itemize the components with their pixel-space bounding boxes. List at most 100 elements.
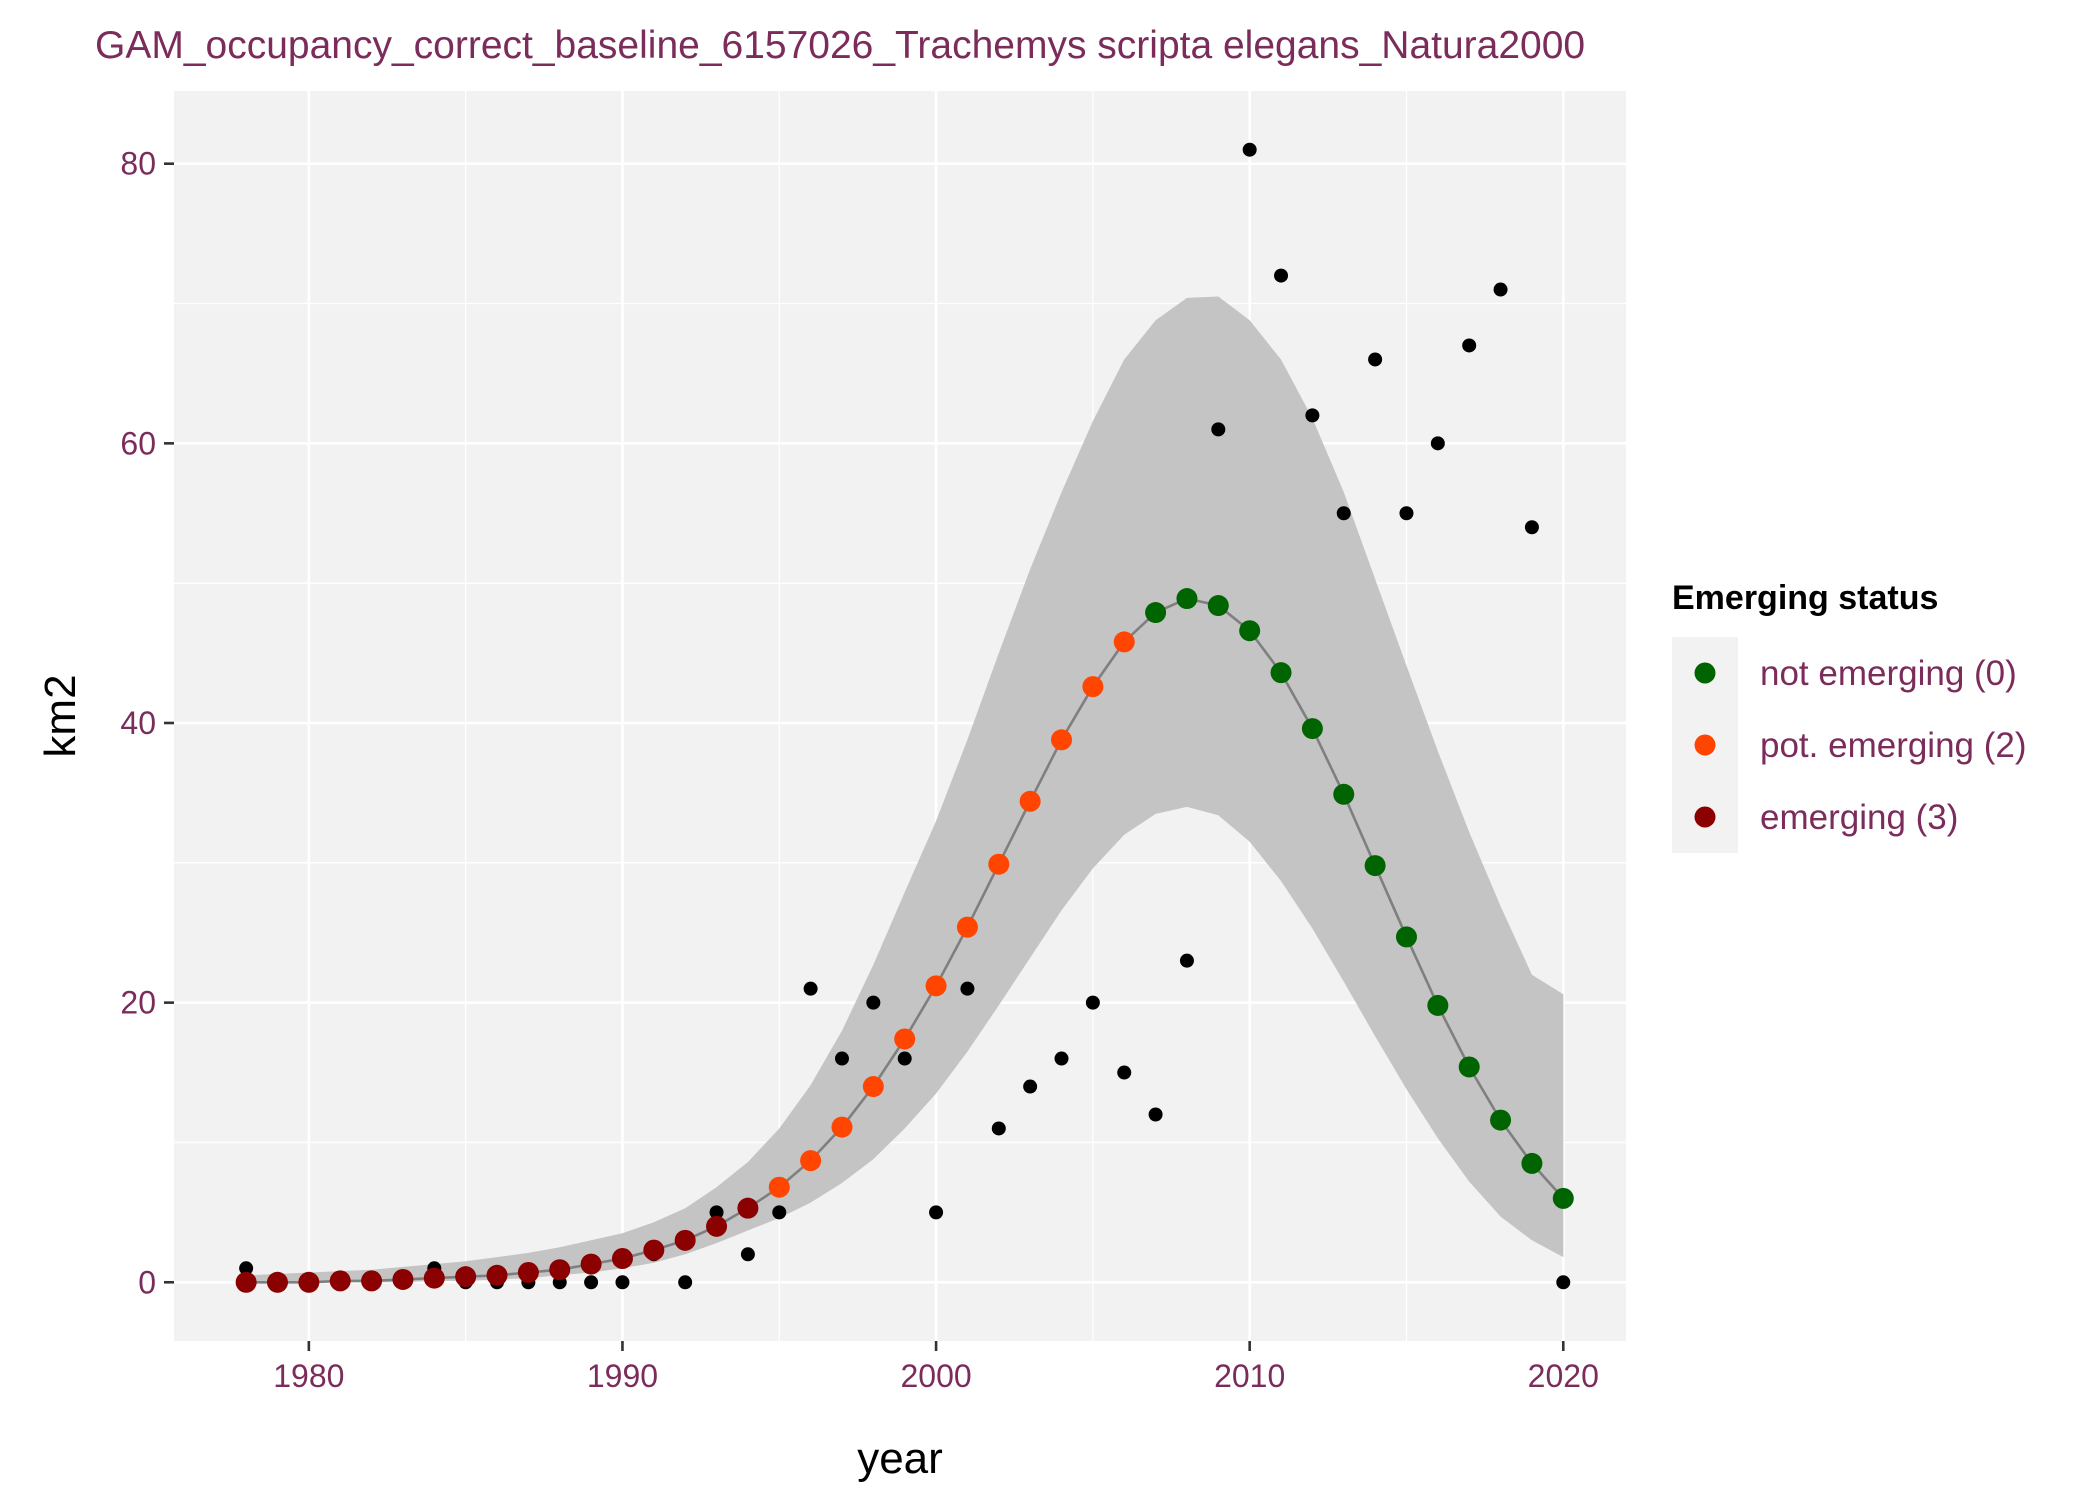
fitted-point bbox=[925, 975, 947, 997]
fitted-point bbox=[1333, 783, 1355, 805]
y-tick-label: 20 bbox=[120, 985, 156, 1021]
x-axis-title: year bbox=[857, 1434, 943, 1483]
fitted-point bbox=[1145, 602, 1167, 624]
fitted-point bbox=[329, 1270, 351, 1292]
legend-key bbox=[1694, 806, 1716, 828]
fitted-point bbox=[235, 1271, 257, 1293]
legend-label: emerging (3) bbox=[1760, 798, 1958, 837]
fitted-point bbox=[1176, 588, 1198, 610]
x-tick-label: 2000 bbox=[900, 1358, 971, 1394]
legend-entries: not emerging (0) pot. emerging (2) emergin… bbox=[1694, 654, 2027, 837]
fitted-point bbox=[1427, 994, 1449, 1016]
fitted-point bbox=[862, 1076, 884, 1098]
y-axis-title: km2 bbox=[36, 674, 85, 757]
axis-ticks-layer: 1980 1990 2000 2010 2020 0 20 40 60 80 bbox=[120, 146, 1598, 1394]
fitted-point bbox=[894, 1028, 916, 1050]
legend-key bbox=[1694, 734, 1716, 756]
observed-point bbox=[1368, 352, 1383, 367]
observed-point bbox=[709, 1205, 724, 1220]
fitted-points-layer bbox=[235, 588, 1574, 1293]
y-tick-label: 0 bbox=[138, 1264, 156, 1300]
legend-label: pot. emerging (2) bbox=[1760, 726, 2027, 765]
observed-point bbox=[772, 1205, 787, 1220]
observed-point bbox=[584, 1275, 599, 1290]
observed-point bbox=[1556, 1275, 1571, 1290]
observed-point bbox=[1305, 408, 1320, 423]
y-tick-label: 40 bbox=[120, 705, 156, 741]
observed-point bbox=[1399, 506, 1414, 521]
fitted-point bbox=[611, 1248, 633, 1270]
observed-point bbox=[803, 981, 818, 996]
fitted-point bbox=[517, 1261, 539, 1283]
observed-point bbox=[1117, 1065, 1132, 1080]
fitted-point bbox=[1552, 1187, 1574, 1209]
observed-point bbox=[960, 981, 975, 996]
fitted-point bbox=[361, 1270, 383, 1292]
fitted-point bbox=[831, 1116, 853, 1138]
observed-point bbox=[834, 1051, 849, 1066]
fitted-point bbox=[1051, 729, 1073, 751]
fitted-point bbox=[737, 1197, 759, 1219]
fitted-point bbox=[1270, 662, 1292, 684]
fitted-point bbox=[486, 1264, 508, 1286]
observed-point bbox=[1023, 1079, 1038, 1094]
observed-point bbox=[897, 1051, 912, 1066]
fitted-point bbox=[643, 1239, 665, 1261]
legend-key bbox=[1694, 662, 1716, 684]
observed-point bbox=[1054, 1051, 1069, 1066]
observed-point bbox=[1148, 1107, 1163, 1122]
observed-point bbox=[1179, 953, 1194, 968]
fitted-point bbox=[298, 1271, 320, 1293]
x-tick-label: 1980 bbox=[273, 1358, 344, 1394]
observed-point bbox=[1242, 142, 1257, 157]
fitted-point bbox=[956, 916, 978, 938]
x-tick-label: 2010 bbox=[1214, 1358, 1285, 1394]
observed-point bbox=[1430, 436, 1445, 451]
fitted-point bbox=[988, 853, 1010, 875]
observed-point bbox=[929, 1205, 944, 1220]
x-tick-label: 1990 bbox=[587, 1358, 658, 1394]
fitted-point bbox=[266, 1271, 288, 1293]
fitted-point bbox=[1364, 855, 1386, 877]
confidence-ribbon-layer bbox=[246, 296, 1564, 1283]
observed-point bbox=[740, 1247, 755, 1262]
fitted-point bbox=[580, 1253, 602, 1275]
fitted-point bbox=[768, 1176, 790, 1198]
y-tick-label: 80 bbox=[120, 146, 156, 182]
fitted-point bbox=[392, 1268, 414, 1290]
fitted-point bbox=[1301, 718, 1323, 740]
fitted-point bbox=[1082, 676, 1104, 698]
x-tick-label: 2020 bbox=[1528, 1358, 1599, 1394]
chart-title: GAM_occupancy_correct_baseline_6157026_T… bbox=[95, 24, 1585, 67]
fitted-point bbox=[706, 1215, 728, 1237]
confidence-ribbon bbox=[246, 296, 1564, 1283]
fitted-point bbox=[674, 1229, 696, 1251]
observed-point bbox=[1211, 422, 1226, 437]
fitted-point bbox=[1458, 1056, 1480, 1078]
observed-point bbox=[615, 1275, 630, 1290]
fitted-point bbox=[1207, 595, 1229, 617]
observed-point bbox=[866, 995, 881, 1010]
observed-point bbox=[239, 1261, 254, 1276]
fitted-point bbox=[455, 1266, 477, 1288]
legend: Emerging status not emerging (0) pot. eme… bbox=[1672, 579, 2027, 853]
observed-point bbox=[1493, 282, 1508, 297]
legend-title: Emerging status bbox=[1672, 579, 1938, 617]
fitted-point bbox=[1395, 926, 1417, 948]
y-tick-label: 60 bbox=[120, 425, 156, 461]
observed-point bbox=[1462, 338, 1477, 353]
fitted-point bbox=[1490, 1109, 1512, 1131]
fitted-point bbox=[1113, 631, 1135, 653]
observed-point bbox=[1524, 520, 1539, 535]
observed-point bbox=[1274, 268, 1289, 283]
fitted-point bbox=[1239, 620, 1261, 642]
observed-point bbox=[678, 1275, 693, 1290]
observed-point bbox=[991, 1121, 1006, 1136]
fitted-point bbox=[1521, 1152, 1543, 1174]
observed-point bbox=[1336, 506, 1351, 521]
observed-point bbox=[1085, 995, 1100, 1010]
fitted-point bbox=[1019, 790, 1041, 812]
legend-label: not emerging (0) bbox=[1760, 654, 2017, 693]
fitted-point bbox=[549, 1259, 571, 1281]
